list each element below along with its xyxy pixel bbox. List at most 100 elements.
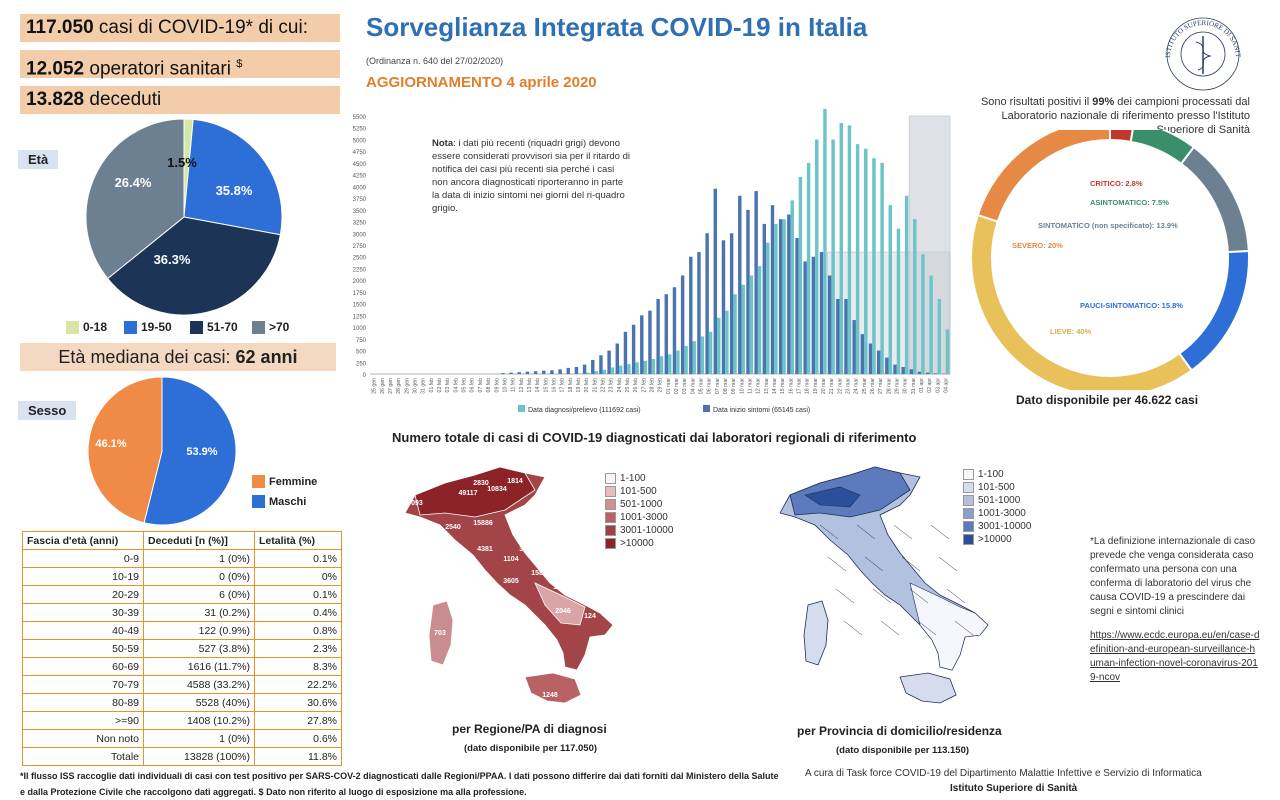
x-tick-label: 17 feb [560,378,566,393]
bar-sintomi [754,191,758,374]
legend-swatch [963,495,974,506]
x-tick-label: 06 feb [470,378,476,393]
x-tick-label: 02 mar [674,378,680,394]
case-definition-note: *La definizione internazionale di caso p… [1090,535,1260,685]
region-value-label: 175 [553,584,565,591]
column-header: Letalità (%) [254,531,342,550]
legend-label: 1-100 [620,473,646,484]
region-value-label: 835 [401,490,413,497]
bar-diagnosi [806,162,811,374]
x-tick-label: 01 apr [919,378,925,393]
bar-sintomi [558,369,562,374]
bar-diagnosi [798,176,803,374]
x-tick-label: 25 feb [625,378,631,393]
legend-item-0-18: 0-18 [66,320,107,334]
province-map-subtitle: (dato disponibile per 113.150) [836,745,970,756]
donut-title: Sono risultati positivi il 99% dei campi… [980,96,1250,136]
ecdc-link[interactable]: https://www.ecdc.europa.eu/en/case-defin… [1090,630,1260,683]
region-value-label: 2046 [555,608,571,615]
bar-diagnosi [741,284,745,374]
legend-entry: 1-100 [605,472,673,485]
legend-swatch [252,320,265,334]
bar-sintomi [778,219,783,374]
donut-label: ASINTOMATICO: 7.5% [1090,198,1169,207]
province-border [872,588,892,604]
table-header-row: Fascia d'età (anni) Deceduti [n (%)] Let… [22,531,342,550]
epidemic-curve-chart: 0 250 500 750 1000 1250 1500 1750 2000 2250 2500 27… [353,108,951,414]
bar-sintomi [934,373,938,374]
y-tick-label: 4250 [353,174,367,180]
x-tick-label: 25 mar [862,378,868,394]
legend-swatch [605,486,616,497]
bar-sintomi [893,364,897,374]
province-border [843,620,863,636]
bar-diagnosi [700,336,705,374]
table-cell: 1616 (11.7%) [143,657,255,676]
x-tick-label: 02 feb [437,378,443,393]
x-tick-label: 19 mar [813,378,819,394]
bar-sintomi [656,298,660,374]
legend-swatch [963,508,974,519]
age-label: Età [18,150,59,169]
legend-label: 501-1000 [620,499,663,510]
bar-sintomi [542,370,546,374]
donut-label: SEVERO: 20% [1012,241,1063,250]
x-tick-label: 31 mar [911,378,917,394]
y-tick-label: 2250 [353,267,367,273]
pie-data-label: 53.9% [186,446,217,458]
x-tick-label: 05 mar [698,378,704,394]
ordinanza-text: (Ordinanza n. 640 del 27/02/2020) [366,56,504,66]
x-tick-label: 20 mar [821,378,827,394]
legend-entry: 1001-3000 [963,507,1031,520]
clinical-status-donut: CRITICO: 2.8% ASINTOMATICO: 7.5% SINTOMATI… [970,130,1250,390]
bar-diagnosi [757,266,762,374]
region-value-label: 1581 [472,466,488,473]
province-map-legend: 1-100 101-500 501-1000 1001-3000 3001-10… [963,468,1031,546]
sex-label: Sesso [18,401,77,420]
table-cell: 0-9 [22,549,144,568]
x-tick-label: 12 mar [756,378,762,394]
region-value-label: 3997 [519,546,535,553]
x-tick-label: 27 feb [641,378,647,393]
x-tick-label: 27 mar [878,378,884,394]
region-value-label: 49117 [458,490,477,497]
bar-diagnosi [864,148,868,374]
x-tick-label: 15 feb [543,378,549,393]
x-tick-label: 05 feb [462,378,468,393]
legend-label: 1-100 [978,469,1004,480]
y-tick-label: 4000 [353,185,367,191]
x-tick-label: 12 feb [519,378,525,393]
bar-diagnosi [733,294,737,374]
x-tick-label: 14 mar [772,378,778,394]
bar-sintomi [582,364,587,374]
pie-data-label: 1.5% [167,155,197,170]
region-value-label: 15886 [473,520,493,527]
bar-sintomi [680,275,685,374]
legend-swatch [605,538,616,549]
bar-sintomi [648,310,652,374]
bar-sintomi [811,256,816,374]
bar-sintomi [917,371,922,374]
credit-line: A cura di Task force COVID-19 del Dipart… [805,768,1202,779]
pie-data-label: 35.8% [216,183,253,198]
province-border [930,524,950,540]
region-value-label: 3605 [503,578,519,585]
bar-diagnosi [888,205,892,374]
province-border [819,524,839,540]
bar-diagnosi [855,144,860,374]
x-tick-label: 11 feb [511,378,517,392]
legend-swatch [605,525,616,536]
region-map-subtitle: (dato disponibile per 117.050) [464,743,598,754]
legend-swatch [605,473,616,484]
pie-slice-femmine [87,376,163,524]
median-age: Età mediana dei casi: 62 anni [20,343,336,371]
table-cell: 60-69 [22,657,144,676]
x-tick-label: 25 gen [372,378,378,394]
table-cell: 30.6% [254,693,342,712]
bar-diagnosi [618,365,623,374]
y-tick-label: 3000 [353,232,367,238]
x-tick-label: 30 gen [413,378,419,394]
x-tick-label: 18 feb [568,378,574,393]
y-tick-label: 3250 [353,221,367,227]
x-tick-label: 01 mar [666,378,672,394]
